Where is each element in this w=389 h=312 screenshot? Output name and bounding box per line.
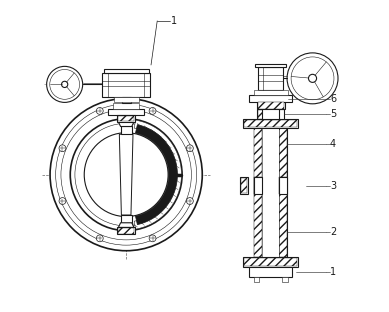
Polygon shape	[121, 126, 132, 134]
Text: 1: 1	[171, 16, 177, 26]
Bar	[254, 177, 262, 194]
Text: 3: 3	[330, 181, 336, 191]
Circle shape	[149, 235, 156, 242]
Polygon shape	[118, 122, 134, 126]
Circle shape	[149, 108, 156, 114]
Circle shape	[308, 74, 317, 82]
Circle shape	[186, 145, 193, 152]
Bar	[117, 227, 135, 234]
Bar	[258, 110, 267, 119]
Text: 2: 2	[330, 227, 336, 237]
Circle shape	[47, 66, 83, 102]
Text: 1: 1	[330, 267, 336, 277]
Text: 4: 4	[330, 139, 336, 149]
Bar	[262, 128, 279, 257]
Bar	[241, 178, 247, 193]
Bar	[254, 277, 259, 282]
Bar	[108, 109, 144, 115]
Bar	[118, 116, 134, 121]
Bar	[249, 267, 293, 277]
Bar	[254, 90, 288, 95]
Polygon shape	[135, 124, 177, 225]
Bar	[279, 177, 287, 194]
Circle shape	[61, 81, 68, 87]
Circle shape	[70, 119, 182, 231]
Circle shape	[59, 145, 66, 152]
Bar	[249, 95, 292, 102]
Bar	[240, 177, 248, 194]
Bar	[102, 73, 150, 97]
Bar	[243, 119, 298, 128]
Bar	[244, 120, 297, 127]
Bar	[279, 128, 287, 257]
Bar	[257, 110, 284, 119]
Bar	[121, 97, 131, 103]
Bar	[257, 102, 285, 110]
Polygon shape	[119, 134, 133, 215]
Polygon shape	[118, 223, 134, 227]
Bar	[244, 258, 297, 266]
Bar	[254, 128, 262, 257]
Bar	[279, 177, 287, 194]
Polygon shape	[121, 215, 132, 223]
Bar	[282, 277, 288, 282]
Polygon shape	[134, 120, 181, 229]
Circle shape	[84, 133, 168, 217]
Text: 6: 6	[330, 94, 336, 104]
Bar	[117, 115, 135, 122]
Bar	[258, 102, 284, 109]
Circle shape	[59, 197, 66, 204]
Bar	[103, 69, 149, 73]
Bar	[113, 103, 139, 109]
Circle shape	[96, 235, 103, 242]
Circle shape	[50, 99, 202, 251]
Bar	[118, 228, 134, 234]
Bar	[258, 67, 283, 90]
Bar	[255, 64, 286, 67]
Bar	[243, 257, 298, 267]
Text: 5: 5	[330, 110, 336, 119]
Bar	[262, 110, 279, 119]
Bar	[114, 97, 138, 102]
Circle shape	[96, 108, 103, 114]
Circle shape	[287, 53, 338, 104]
Circle shape	[186, 197, 193, 204]
Bar	[254, 177, 262, 194]
